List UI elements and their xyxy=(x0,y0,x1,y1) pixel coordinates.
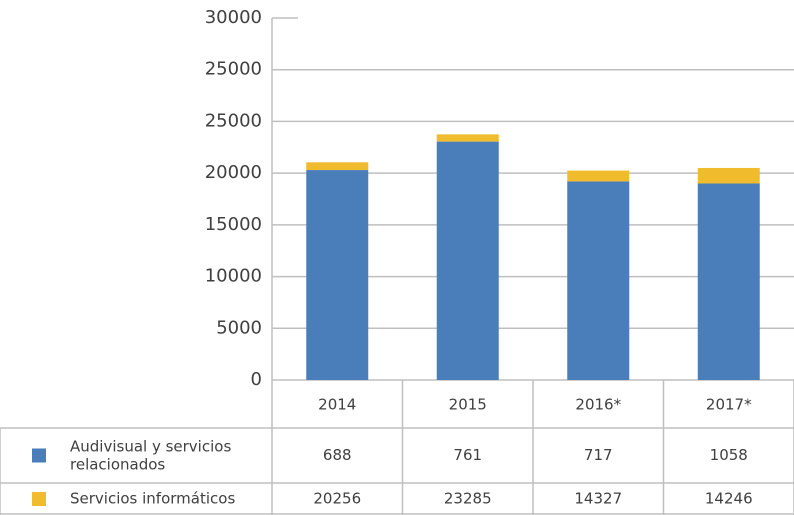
table-cell: 1058 xyxy=(710,446,748,464)
bar-segment xyxy=(697,167,760,184)
bar-segment xyxy=(567,170,630,182)
legend-label: Servicios informáticos xyxy=(70,490,235,508)
y-tick-label: 25000 xyxy=(205,59,262,80)
y-tick-label: 0 xyxy=(251,369,262,390)
bar-segment xyxy=(567,181,630,380)
y-tick-label: 30000 xyxy=(205,7,262,28)
bar-segment xyxy=(436,134,499,142)
legend-swatch xyxy=(32,492,46,506)
bar-segment xyxy=(697,183,760,380)
table-cell: 717 xyxy=(584,446,613,464)
legend-line: Audivisual y servicios xyxy=(70,437,231,455)
bar-segment xyxy=(306,170,369,380)
table-cell: 23285 xyxy=(444,490,492,508)
bar-segment xyxy=(306,162,369,171)
table-header: 2015 xyxy=(449,396,487,414)
y-tick-label: 25000 xyxy=(205,110,262,131)
y-tick-label: 5000 xyxy=(216,317,262,338)
table-cell: 20256 xyxy=(313,490,361,508)
table-header: 2016* xyxy=(575,396,621,414)
bar-segment xyxy=(436,141,499,380)
y-tick-label: 20000 xyxy=(205,162,262,183)
table-header: 2014 xyxy=(318,396,356,414)
table-cell: 14327 xyxy=(574,490,622,508)
table-header: 2017* xyxy=(706,396,752,414)
table-cell: 14246 xyxy=(705,490,753,508)
table-cell: 688 xyxy=(323,446,352,464)
y-tick-label: 15000 xyxy=(205,214,262,235)
legend-swatch xyxy=(32,448,46,463)
table-cell: 761 xyxy=(453,446,482,464)
legend-label: Audivisual y servicios relacionados xyxy=(70,437,231,473)
legend-line: relacionados xyxy=(70,455,165,473)
y-tick-label: 10000 xyxy=(205,266,262,287)
